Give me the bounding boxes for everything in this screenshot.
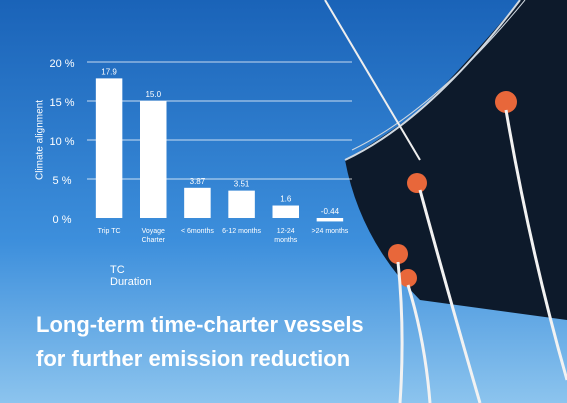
rope xyxy=(504,109,567,381)
rope xyxy=(406,284,432,403)
ship-hull xyxy=(345,0,567,320)
bar xyxy=(95,78,123,218)
bar xyxy=(316,218,344,222)
fender xyxy=(495,91,517,113)
chart-title: for further emission reduction xyxy=(36,346,350,371)
x-tick-label: 6-12 months xyxy=(222,228,262,235)
y-axis-label: Climate alignment xyxy=(35,100,46,180)
value-label: 17.9 xyxy=(101,67,117,76)
value-label: 3.87 xyxy=(190,177,206,186)
x-tick-label: < 6months xyxy=(180,228,214,235)
value-label: 1.6 xyxy=(280,195,292,204)
x-axis-label: TC Duration xyxy=(110,264,152,288)
value-label: 15.0 xyxy=(145,90,161,99)
bar xyxy=(228,190,255,218)
value-label: 3.51 xyxy=(234,180,250,189)
rope xyxy=(396,261,404,403)
ship-rail xyxy=(351,0,526,151)
chart-title: Long-term time-charter vessels xyxy=(36,312,364,337)
bar xyxy=(272,205,299,218)
value-label: -0.44 xyxy=(321,207,340,216)
x-tick-label: 12-24 months xyxy=(274,228,298,244)
y-tick-label: 10 % xyxy=(49,136,74,148)
fender xyxy=(407,173,427,193)
x-tick-label: Trip TC xyxy=(97,228,121,235)
y-tick-label: 0 % xyxy=(53,214,72,226)
fender xyxy=(388,244,408,264)
y-tick-label: 15 % xyxy=(49,97,74,109)
x-tick-label: >24 months xyxy=(311,228,349,235)
y-tick-label: 20 % xyxy=(49,58,74,70)
x-tick-label: Voyage Charter xyxy=(141,228,165,244)
rope xyxy=(418,189,482,403)
mast-line xyxy=(324,0,421,161)
y-tick-label: 5 % xyxy=(53,175,72,187)
bar xyxy=(140,101,167,218)
bar xyxy=(184,187,211,218)
ship-rail xyxy=(344,0,521,161)
fender xyxy=(399,269,417,287)
